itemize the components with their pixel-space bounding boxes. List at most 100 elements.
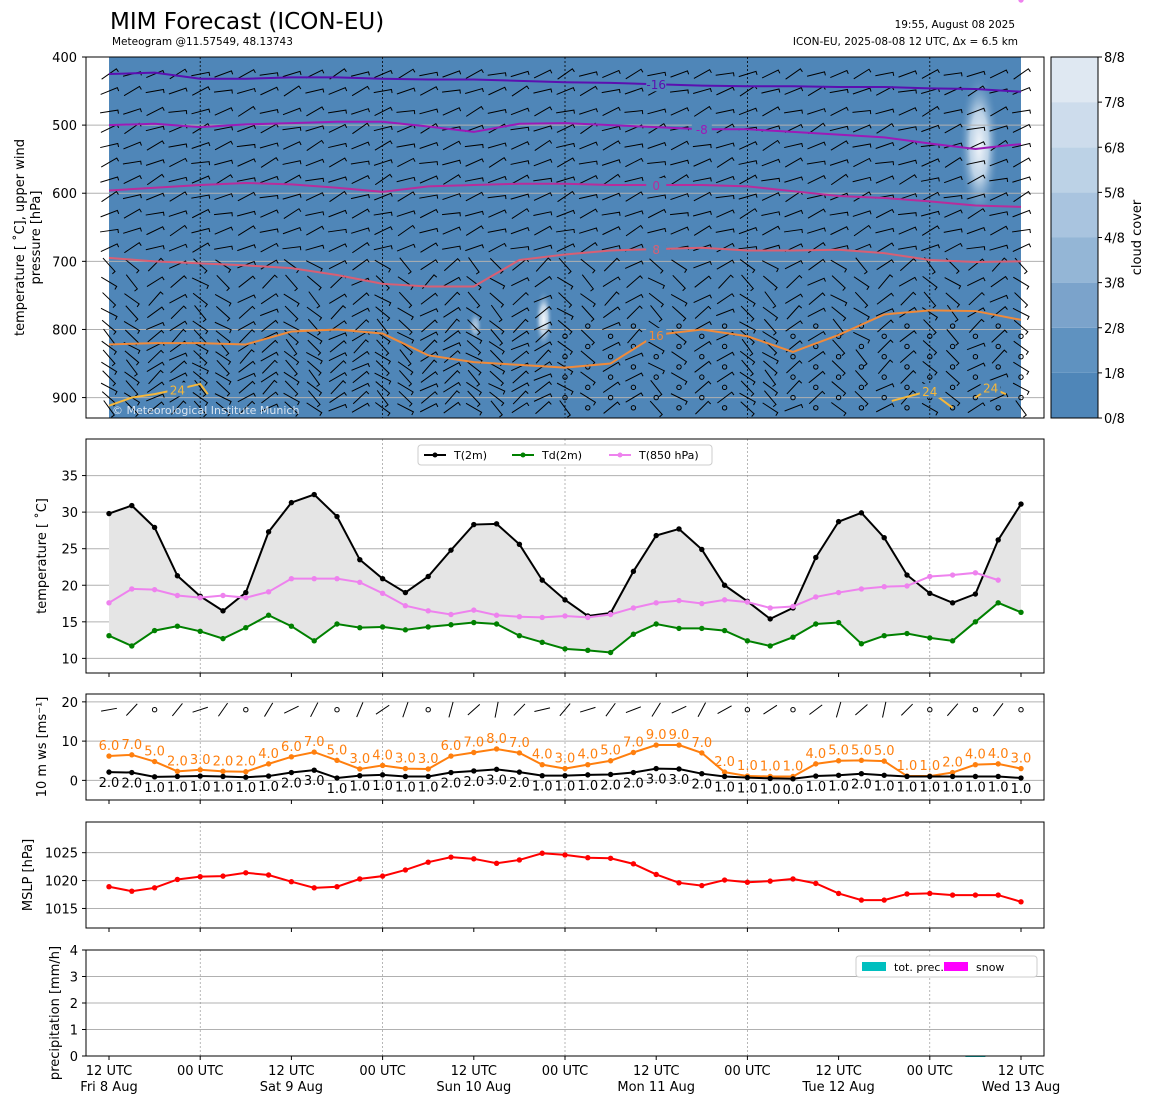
wind-barb [214, 126, 234, 131]
wind-barb [602, 381, 621, 393]
wind-barb [785, 320, 803, 332]
wind-barb [738, 107, 758, 116]
wind-barb [875, 308, 895, 317]
wind-barb [237, 105, 256, 117]
data-point [972, 761, 979, 768]
wind-barb [262, 274, 278, 289]
wind-barb [261, 339, 279, 353]
data-label: 7.0 [623, 735, 644, 750]
wind-barb [466, 381, 482, 396]
wind-barb [716, 86, 735, 96]
wind-barb [100, 243, 120, 252]
data-label: 1.0 [760, 782, 781, 797]
wind-barb [604, 291, 620, 306]
wind-barb [989, 211, 1009, 217]
y-tick-label: 20 [61, 696, 78, 711]
wind-barb [693, 105, 712, 117]
calm-wind-marker [927, 374, 933, 380]
data-label: 5.0 [828, 744, 849, 759]
wind-barb [533, 211, 553, 217]
wind-barb [214, 159, 234, 166]
x-tick-label: 12 UTC [268, 1064, 314, 1079]
wind-barb [875, 208, 895, 219]
wind-barb [330, 305, 347, 320]
wind-barb [442, 276, 462, 287]
wind-barb [761, 69, 781, 79]
wind-barb [305, 177, 325, 182]
wind-barb [168, 352, 188, 361]
wind-barb [831, 306, 847, 322]
wind-barb [102, 370, 117, 387]
wind-barb [282, 126, 302, 131]
wind-barb [307, 318, 321, 336]
wind-barb [967, 85, 986, 97]
data-label: 1.0 [828, 779, 849, 794]
wind-barb [487, 109, 507, 114]
wind-barb [489, 370, 504, 387]
colorbar-tick-label: 5/8 [1104, 186, 1125, 201]
wind-barb [103, 400, 115, 418]
data-point [402, 773, 409, 780]
calm-wind-marker [835, 394, 842, 401]
data-point [904, 891, 910, 897]
wind-barb [738, 246, 758, 251]
colorbar-segment [1051, 147, 1098, 193]
data-point [813, 773, 819, 779]
wind-barb [487, 142, 507, 149]
wind-barb [442, 362, 462, 372]
wind-barb [443, 174, 461, 185]
data-point [288, 499, 295, 506]
wind-barb [283, 85, 302, 97]
data-label: 1.0 [258, 780, 279, 795]
data-label: 5.0 [144, 745, 165, 760]
data-label: 7.0 [121, 738, 142, 753]
wind-barb [669, 212, 689, 217]
wind-barb [533, 69, 553, 79]
data-point [425, 773, 431, 780]
data-point [493, 521, 500, 527]
wind-barb [739, 350, 756, 366]
wind-barb [761, 88, 781, 94]
y-tick-label: 20 [61, 579, 78, 594]
wind-barb [533, 125, 553, 132]
wind-barb [1012, 307, 1030, 320]
wind-barb [283, 371, 300, 386]
wind-barb [124, 350, 140, 366]
data-label: 1.0 [874, 779, 895, 794]
wind-barb [715, 142, 735, 149]
data-point [927, 590, 933, 596]
wind-barb [146, 140, 165, 151]
wind-barb [374, 173, 393, 186]
wind-barb [808, 350, 826, 363]
data-point [1018, 775, 1024, 781]
colorbar-tick-label: 7/8 [1104, 96, 1125, 111]
wind-barb [943, 109, 963, 114]
data-point [471, 768, 477, 774]
wind-barb [214, 193, 234, 201]
data-label: 4.0 [258, 747, 279, 762]
wind-barb [670, 193, 690, 201]
data-label: 2.0 [851, 778, 872, 793]
data-label: 3.0 [486, 773, 507, 788]
calm-wind-marker [813, 364, 819, 370]
wind-barb [512, 291, 529, 306]
wind-barb [170, 305, 187, 320]
data-label: 2.0 [167, 754, 188, 769]
wind-barb [420, 391, 438, 404]
calm-wind-marker [585, 384, 591, 391]
data-point [516, 769, 523, 775]
data-label: 0.0 [783, 783, 804, 798]
wind-barb [328, 209, 348, 218]
wind-barb [946, 703, 959, 717]
y-axis-label-text: temperature [ ˚C] [34, 498, 50, 614]
wind-barb [374, 294, 392, 307]
isotherm-label: -8 [696, 123, 708, 137]
wind-barb [375, 704, 390, 715]
calm-wind-marker [699, 353, 705, 360]
data-point [539, 577, 545, 583]
wind-barb [920, 210, 940, 217]
wind-barb [487, 228, 507, 233]
wind-barb [809, 704, 823, 715]
wind-barb [672, 274, 686, 292]
wind-barb [419, 108, 439, 115]
